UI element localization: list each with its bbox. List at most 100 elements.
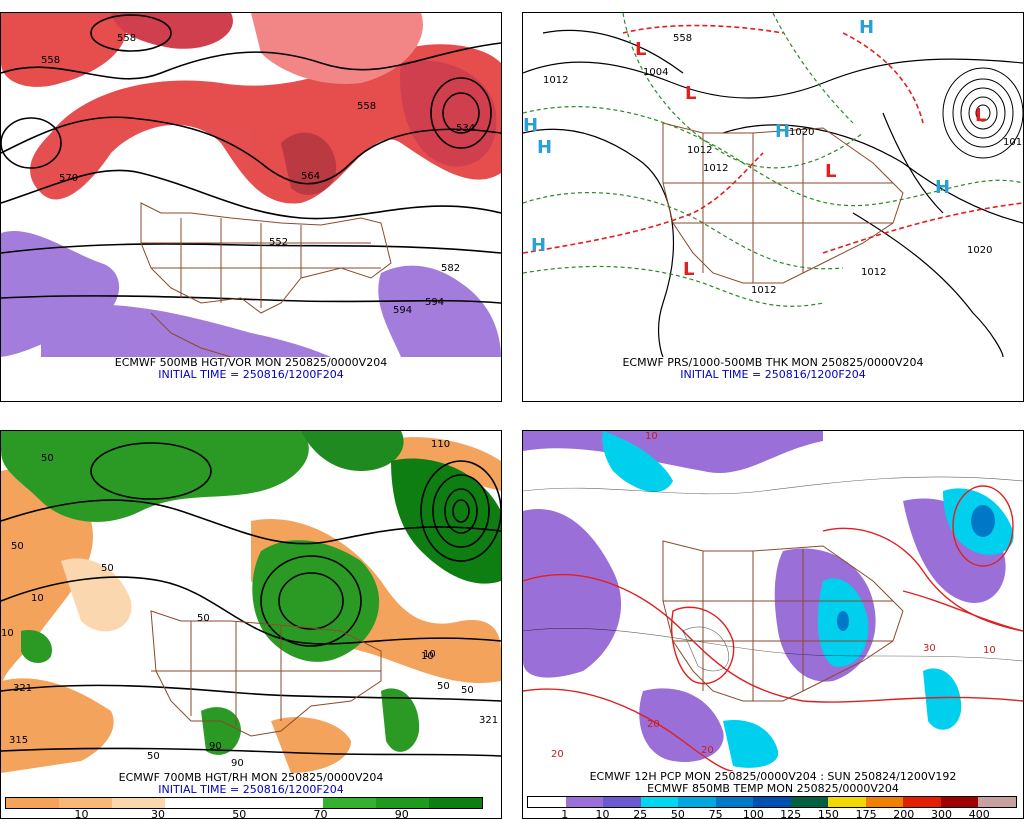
colorbar-swatch <box>429 798 483 808</box>
height-contours <box>1 442 501 757</box>
low-pressure-marker: L <box>975 105 986 126</box>
contour-label: 10 <box>645 431 658 442</box>
political-borders <box>662 540 904 702</box>
colorbar-label: 75 <box>708 808 723 819</box>
colorbar-swatch <box>323 798 377 808</box>
contour-label: 582 <box>441 263 460 274</box>
contour-label: 50 <box>461 685 474 696</box>
low-pressure-marker: L <box>683 259 694 280</box>
contour-label: 315 <box>9 735 28 746</box>
contour-label: 10 <box>1 628 14 639</box>
colorbar-label: 50 <box>670 808 685 819</box>
contour-label: 1012 <box>687 145 712 156</box>
colorbar-label: 200 <box>893 808 915 819</box>
contour-label: 1012 <box>703 163 728 174</box>
rh-colorbar-labels: 10 30 50 70 90 <box>5 808 483 819</box>
initial-time-label: INITIAL TIME = 250816/1200F204 <box>158 783 344 796</box>
panel-caption: ECMWF 700MB HGT/RH MON 250825/0000V204 <box>118 771 384 784</box>
colorbar-label: 50 <box>232 808 247 819</box>
contour-label: 558 <box>117 33 136 44</box>
heavy-precip-shading <box>837 505 995 631</box>
panel-caption-secondary: ECMWF 850MB TEMP MON 250825/0000V204 <box>647 782 899 795</box>
contour-label: 10 <box>31 593 44 604</box>
initial-time-label: INITIAL TIME = 250816/1200F204 <box>158 368 344 381</box>
low-markers: L L L L L <box>635 39 986 280</box>
colorbar-swatch <box>978 797 1016 807</box>
colorbar-label: 30 <box>150 808 165 819</box>
contour-label: 321 <box>13 683 32 694</box>
colorbar-label: 1 <box>561 808 569 819</box>
colorbar-label: 125 <box>780 808 802 819</box>
contour-label: 50 <box>197 613 210 624</box>
contour-label: 30 <box>923 643 936 654</box>
colorbar-swatch <box>111 798 165 808</box>
colorbar-label: 300 <box>931 808 953 819</box>
high-pressure-marker: H <box>537 137 552 158</box>
colorbar-swatch <box>678 797 716 807</box>
map-700mb: 50 50 10 50 10 10 50 321 50 315 50 321 9… <box>1 431 501 773</box>
political-borders <box>140 202 392 357</box>
contour-label: 558 <box>357 101 376 112</box>
low-pressure-marker: L <box>635 39 646 60</box>
high-markers: H H H H H H <box>523 17 950 256</box>
colorbar-swatch <box>903 797 941 807</box>
colorbar-swatch <box>270 798 324 808</box>
panel-caption: ECMWF 12H PCP MON 250825/0000V204 : SUN … <box>589 770 957 783</box>
contour-label: 534 <box>456 123 475 134</box>
colorbar-swatch <box>753 797 791 807</box>
contour-label: 1012 <box>751 285 776 296</box>
colorbar-label: 10 <box>74 808 89 819</box>
colorbar-label: 150 <box>817 808 839 819</box>
contour-label: 10 <box>421 651 434 662</box>
contour-label: 594 <box>425 297 444 308</box>
contour-label: 50 <box>101 563 114 574</box>
contour-label: 321 <box>479 715 498 726</box>
precip-contours <box>523 476 1023 672</box>
colorbar-label: 400 <box>968 808 990 819</box>
panel-caption: ECMWF 500MB HGT/VOR MON 250825/0000V204 <box>114 356 388 369</box>
high-pressure-marker: H <box>523 115 538 136</box>
contour-label: 564 <box>301 171 320 182</box>
low-circulation <box>942 67 1023 159</box>
contour-label: 552 <box>269 237 288 248</box>
contour-label: 1020 <box>967 245 992 256</box>
colorbar-swatch <box>217 798 271 808</box>
panel-caption: ECMWF PRS/1000-500MB THK MON 250825/0000… <box>622 356 924 369</box>
colorbar-swatch <box>790 797 829 807</box>
contour-label: 10 <box>423 649 436 660</box>
contour-label: 110 <box>431 439 450 450</box>
contour-label: 50 <box>147 751 160 762</box>
contour-label: 50 <box>437 681 450 692</box>
contour-label: 10 <box>983 645 996 656</box>
colorbar-swatch <box>376 798 430 808</box>
panel-500mb-hgt-vor: 558 570 552 564 558 534 558 582 594 594 … <box>0 12 502 402</box>
high-pressure-marker: H <box>775 121 790 142</box>
contour-label: 570 <box>59 173 78 184</box>
height-contours <box>1 14 501 304</box>
map-500mb: 558 570 552 564 558 534 558 582 594 594 <box>1 13 501 357</box>
colorbar-swatch <box>715 797 754 807</box>
high-pressure-marker: H <box>531 235 546 256</box>
contour-label: 1012 <box>543 75 568 86</box>
colorbar-label: 70 <box>313 808 328 819</box>
low-pressure-marker: L <box>685 83 696 104</box>
negative-vorticity-shading <box>1 230 501 357</box>
thickness-contours-green <box>523 13 1023 307</box>
colorbar-label: 90 <box>394 808 409 819</box>
vorticity-shading <box>1 13 501 204</box>
map-pcp-temp: 10 20 20 20 30 10 <box>523 431 1023 771</box>
colorbar-swatch <box>528 797 566 807</box>
panel-700mb-hgt-rh: 50 50 10 50 10 10 50 321 50 315 50 321 9… <box>0 430 502 819</box>
colorbar-swatch <box>603 797 641 807</box>
colorbar-swatch <box>6 798 59 808</box>
panel-12h-pcp-850mb-temp: 10 20 20 20 30 10 ECMWF 12H PCP MON 2508… <box>522 430 1024 819</box>
colorbar-swatch <box>828 797 866 807</box>
initial-time-label: INITIAL TIME = 250816/1200F204 <box>680 368 866 381</box>
low-pressure-marker: L <box>825 161 836 182</box>
rh-colorbar <box>5 797 483 809</box>
colorbar-label: 10 <box>595 808 610 819</box>
contour-label: 50 <box>11 541 24 552</box>
high-pressure-marker: H <box>859 17 874 38</box>
contour-label: 90 <box>209 741 222 752</box>
temperature-contours <box>523 485 1023 771</box>
